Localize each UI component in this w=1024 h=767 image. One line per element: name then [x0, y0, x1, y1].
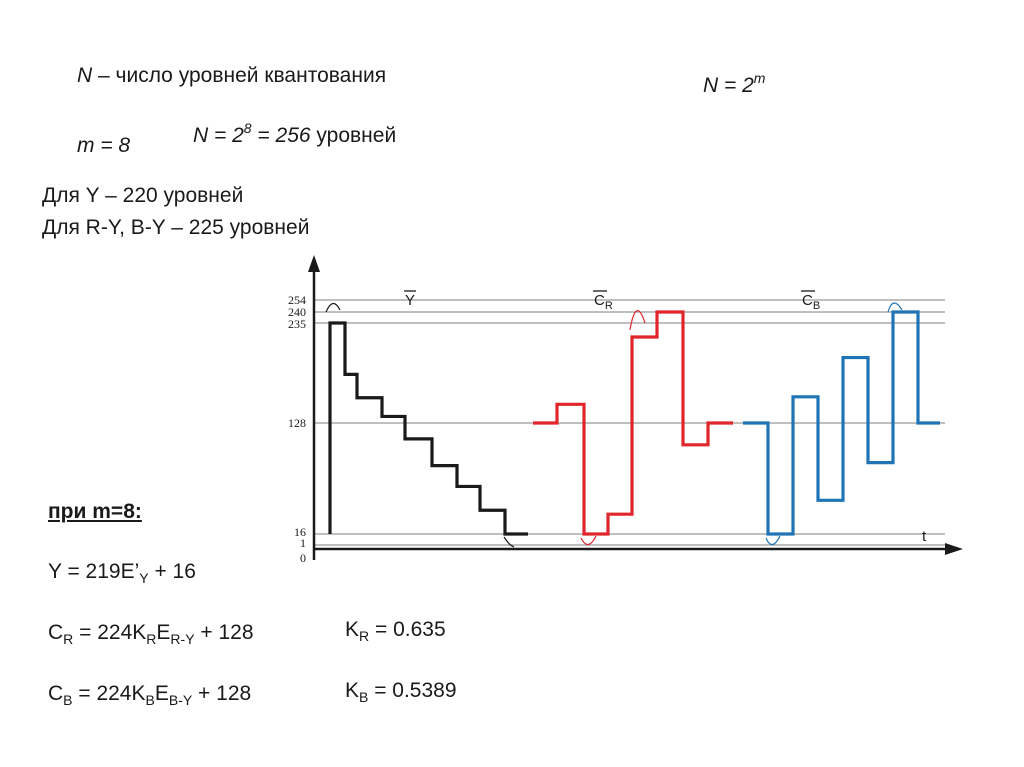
kb-symbol: K	[345, 679, 360, 702]
levels-ry-by: Для R-Y, B-Y – 225 уровней	[42, 216, 310, 239]
series-overshoot	[580, 310, 646, 546]
series-overshoot	[765, 302, 903, 546]
series-overshoot	[325, 302, 515, 548]
y-tick-label: 254	[288, 293, 306, 307]
cr-formula-sub: R	[63, 631, 74, 647]
cr-formula: CR = 224KRER-Y + 128	[48, 621, 254, 647]
y-tick-label: 1	[300, 536, 306, 550]
cr-formula-part: = 224K	[73, 621, 147, 644]
series-label: CR	[594, 292, 613, 312]
kr-symbol: K	[345, 618, 360, 641]
formulas-heading: при m=8:	[48, 500, 142, 523]
cb-formula-part: E	[154, 682, 169, 705]
y-formula-lhs: Y = 219E’	[48, 560, 140, 583]
y-formula: Y = 219E’Y + 16	[48, 560, 196, 586]
cr-formula-sub: R-Y	[170, 631, 195, 647]
n-power-lhs: N = 2	[703, 74, 754, 97]
series-line-y	[328, 321, 528, 536]
cr-formula-part: + 128	[194, 621, 254, 644]
kr-sub: R	[359, 628, 370, 644]
cb-formula-part: + 128	[192, 682, 252, 705]
n-calc-lhs: N = 2	[193, 124, 244, 147]
x-axis-arrow	[945, 543, 963, 555]
n-power-exponent: m	[753, 70, 766, 86]
n-calc-exponent: 8	[243, 120, 252, 136]
cr-formula-part: E	[156, 621, 171, 644]
cb-formula-sub: B	[145, 692, 155, 708]
m-value: m = 8	[77, 134, 131, 157]
y-tick-label: 235	[288, 317, 306, 331]
y-axis-arrow	[308, 255, 320, 272]
y-formula-rhs: + 16	[148, 560, 196, 583]
n-calc-result: = 256	[251, 124, 311, 147]
cr-formula-part: C	[48, 621, 64, 644]
kb-sub: B	[359, 689, 369, 705]
cb-formula: CB = 224KBEB-Y + 128	[48, 682, 251, 708]
cb-formula-part: C	[48, 682, 64, 705]
series-label: CB	[802, 292, 820, 312]
cr-formula-sub: R	[146, 631, 157, 647]
n-symbol: N	[77, 64, 93, 87]
n-power-formula: N = 2m	[703, 70, 765, 98]
kr-number: = 0.635	[369, 618, 446, 641]
n-calculation: N = 28 = 256 уровней	[193, 120, 396, 148]
series-line-cb	[743, 310, 940, 536]
quantization-definition: N – число уровней квантования	[77, 64, 386, 88]
n-definition-text: – число уровней квантования	[92, 64, 387, 87]
levels-y: Для Y – 220 уровней	[42, 184, 244, 207]
kb-value: KB = 0.5389	[345, 679, 457, 705]
series-line-cr	[533, 310, 733, 536]
kr-value: KR = 0.635	[345, 618, 446, 644]
cb-formula-sub: B-Y	[168, 692, 193, 708]
cb-formula-part: = 224K	[72, 682, 146, 705]
y-tick-label: 128	[288, 416, 306, 430]
cb-formula-sub: B	[63, 692, 73, 708]
n-calc-unit: уровней	[310, 124, 397, 147]
y-formula-sub: Y	[139, 570, 149, 586]
kb-number: = 0.5389	[368, 679, 457, 702]
series-label: Y	[405, 292, 415, 309]
y-tick-label: 0	[300, 551, 306, 565]
y-tick-label: 240	[288, 305, 306, 319]
y-tick-label: 16	[294, 525, 306, 539]
x-axis-label: t	[922, 528, 927, 545]
